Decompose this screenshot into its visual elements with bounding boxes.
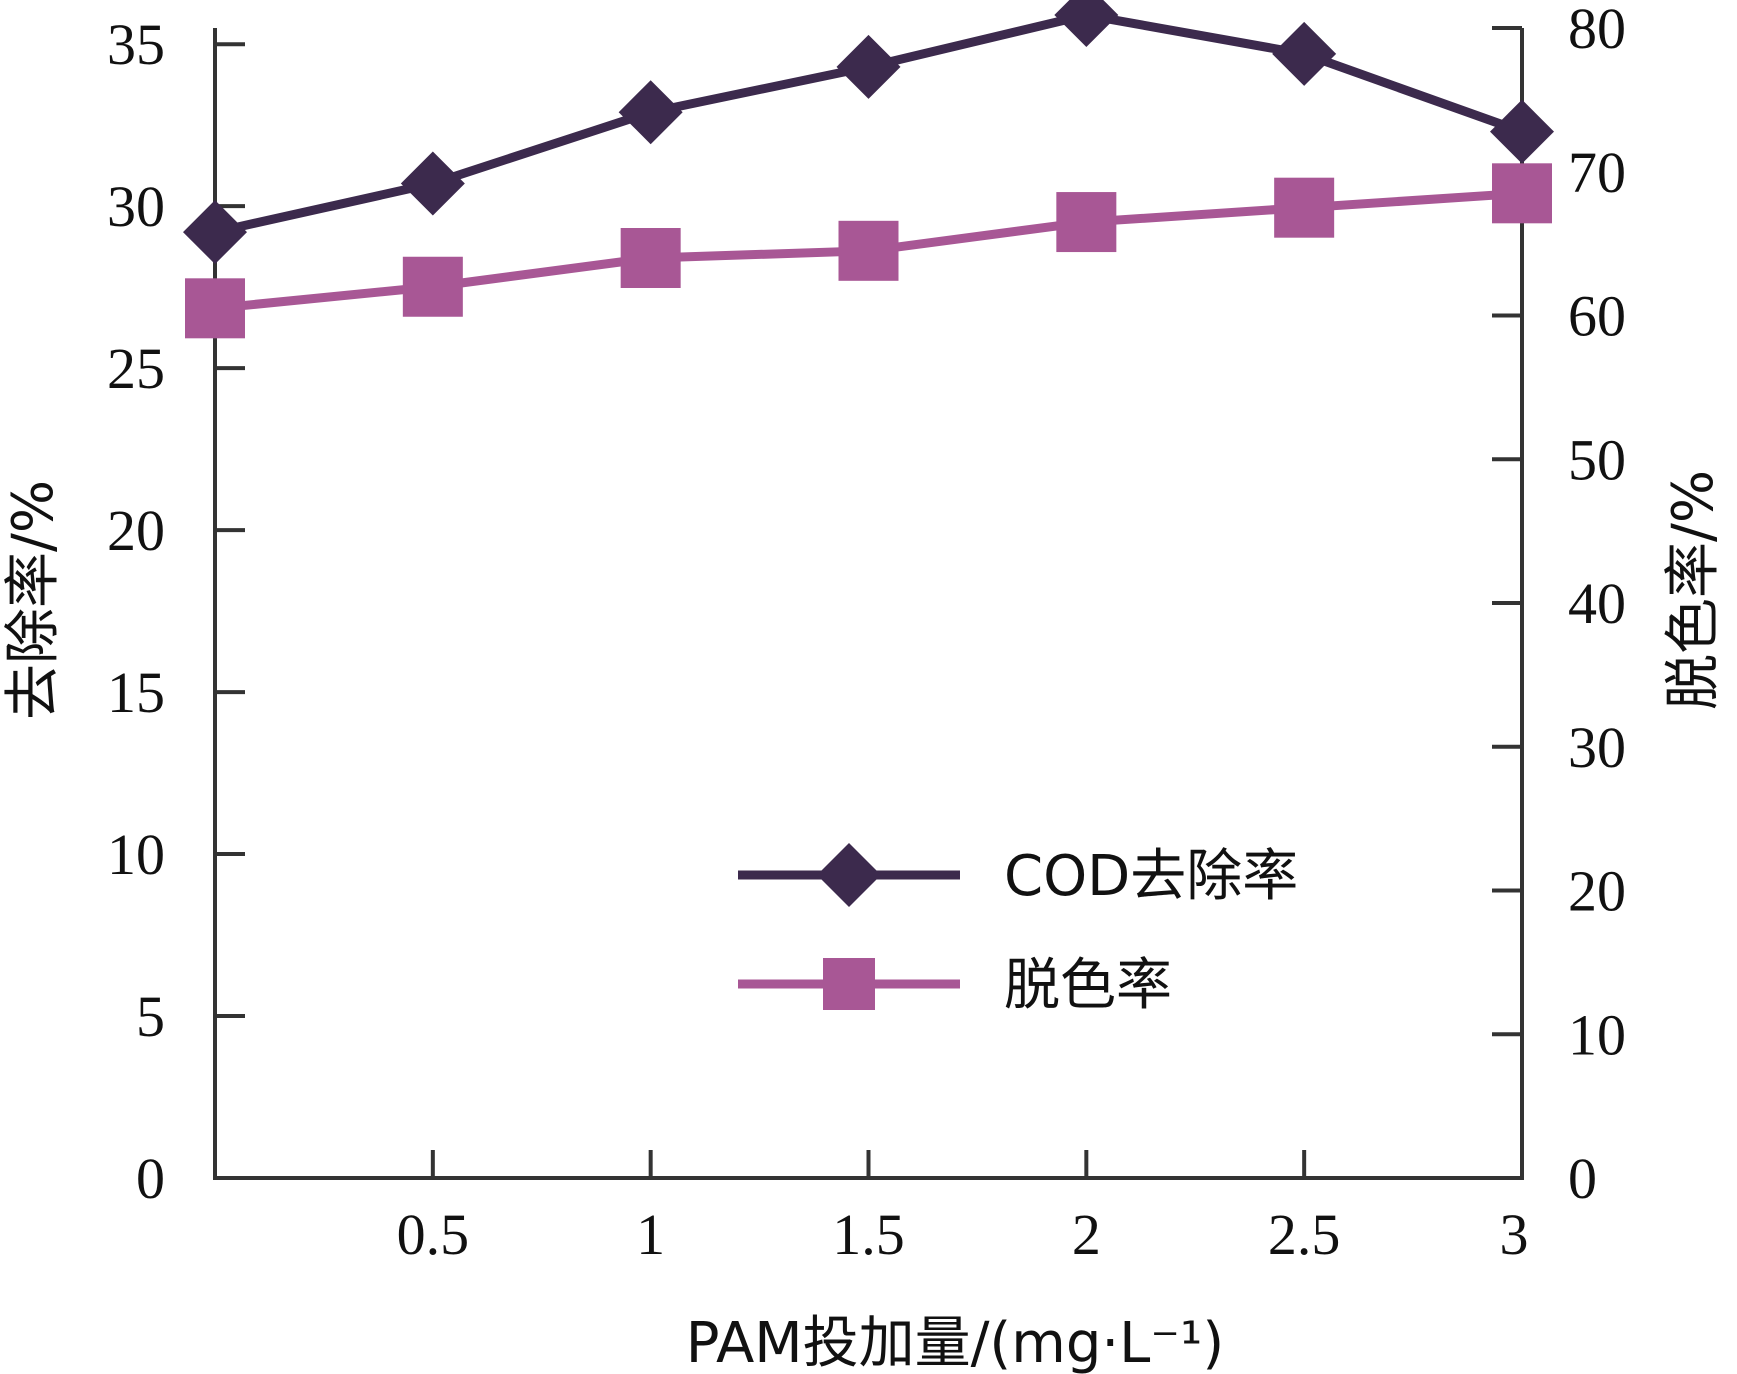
right-tick-label: 60 xyxy=(1568,284,1626,349)
legend-item-cod: COD去除率 xyxy=(738,843,1298,909)
x-axis-ticks: 0.5 1 1.5 2 2.5 3 xyxy=(397,1150,1529,1267)
left-axis-ticks: 0 5 10 15 20 25 30 35 xyxy=(107,12,245,1211)
x-tick-label: 1.5 xyxy=(832,1202,905,1267)
right-tick-label: 70 xyxy=(1568,140,1626,205)
left-axis-title: 去除率/% xyxy=(1,480,66,720)
left-tick-label: 0 xyxy=(136,1146,165,1211)
legend-marker-decolor-square xyxy=(823,958,875,1010)
left-tick-label: 15 xyxy=(107,660,165,725)
data-point-square xyxy=(402,256,463,317)
data-point-square xyxy=(1056,192,1117,253)
right-tick-label: 10 xyxy=(1568,1002,1626,1067)
data-point-diamond xyxy=(1272,21,1337,86)
series-layer xyxy=(183,0,1554,339)
x-tick-label: 2.5 xyxy=(1268,1202,1341,1267)
data-point-square xyxy=(185,278,245,339)
left-tick-label: 30 xyxy=(107,174,165,239)
data-point-square xyxy=(1492,163,1552,224)
right-tick-label: 40 xyxy=(1568,571,1626,636)
data-point-diamond xyxy=(400,151,465,216)
right-axis-ticks: 0 10 20 30 40 50 60 70 80 xyxy=(1492,0,1626,1211)
left-tick-label: 20 xyxy=(107,498,165,563)
left-tick-label: 5 xyxy=(136,984,165,1049)
right-tick-label: 20 xyxy=(1568,859,1626,924)
data-point-diamond xyxy=(618,80,683,145)
legend: COD去除率 脱色率 xyxy=(738,843,1298,1018)
x-tick-label: 1 xyxy=(636,1202,665,1267)
data-point-diamond xyxy=(183,200,247,265)
data-point-diamond xyxy=(1490,99,1554,164)
left-tick-label: 35 xyxy=(107,12,165,77)
right-tick-label: 0 xyxy=(1568,1146,1597,1211)
legend-label-cod: COD去除率 xyxy=(1004,844,1298,909)
series-cod xyxy=(183,0,1554,265)
left-tick-label: 10 xyxy=(107,822,165,887)
x-tick-label: 3 xyxy=(1500,1202,1529,1267)
data-point-diamond xyxy=(1054,0,1119,48)
data-point-diamond xyxy=(836,34,901,99)
right-tick-label: 50 xyxy=(1568,427,1626,492)
right-tick-label: 30 xyxy=(1568,715,1626,780)
series-decolor xyxy=(185,163,1552,339)
right-tick-label: 80 xyxy=(1568,0,1626,61)
x-tick-label: 2 xyxy=(1072,1202,1101,1267)
legend-marker-cod-diamond xyxy=(817,843,881,907)
data-point-square xyxy=(838,220,899,281)
x-tick-label: 0.5 xyxy=(397,1202,470,1267)
left-tick-label: 25 xyxy=(107,336,165,401)
data-point-square xyxy=(620,228,681,288)
legend-item-decolor: 脱色率 xyxy=(738,953,1172,1018)
right-axis-title: 脱色率/% xyxy=(1661,470,1726,710)
x-axis-title: PAM投加量/(mg·L⁻¹) xyxy=(686,1311,1224,1374)
data-point-square xyxy=(1274,177,1335,238)
legend-label-decolor: 脱色率 xyxy=(1004,953,1172,1018)
